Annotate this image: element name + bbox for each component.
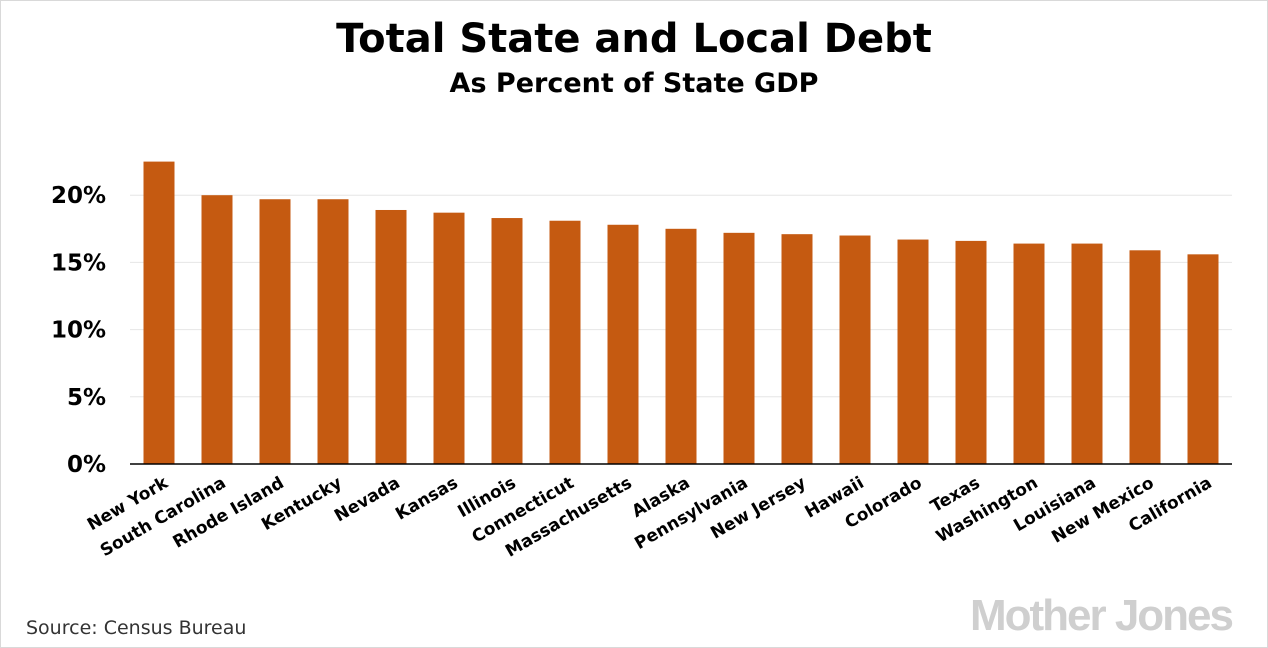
bar bbox=[143, 161, 175, 464]
chart-subtitle: As Percent of State GDP bbox=[450, 68, 819, 99]
y-tick-label: 0% bbox=[67, 452, 106, 478]
bar bbox=[375, 209, 407, 464]
chart-title: Total State and Local Debt bbox=[336, 16, 932, 62]
y-axis-ticks: 0% 5% 10% 15% 20% bbox=[51, 183, 106, 478]
source-note: Source: Census Bureau bbox=[26, 617, 246, 639]
bar bbox=[201, 195, 233, 464]
bar bbox=[259, 199, 291, 464]
bar bbox=[433, 212, 465, 464]
bar bbox=[1129, 250, 1161, 464]
x-tick-label: Kansas bbox=[392, 473, 461, 525]
bar bbox=[723, 232, 755, 464]
bar bbox=[781, 234, 813, 464]
bar bbox=[1013, 243, 1045, 464]
bar bbox=[1071, 243, 1103, 464]
x-tick-label: Nevada bbox=[331, 473, 403, 526]
bar bbox=[665, 228, 697, 464]
mother-jones-logo: Mother Jones bbox=[970, 591, 1233, 640]
bar bbox=[897, 239, 929, 464]
y-tick-label: 20% bbox=[51, 183, 106, 209]
y-tick-label: 10% bbox=[51, 318, 106, 344]
bar bbox=[1187, 254, 1219, 464]
bar bbox=[955, 240, 987, 464]
bar bbox=[317, 199, 349, 464]
y-tick-label: 15% bbox=[51, 250, 106, 276]
bar bbox=[607, 224, 639, 464]
bar bbox=[839, 235, 871, 464]
y-tick-label: 5% bbox=[67, 385, 106, 411]
bar bbox=[549, 220, 581, 464]
bars bbox=[143, 161, 1219, 464]
bar bbox=[491, 218, 523, 464]
